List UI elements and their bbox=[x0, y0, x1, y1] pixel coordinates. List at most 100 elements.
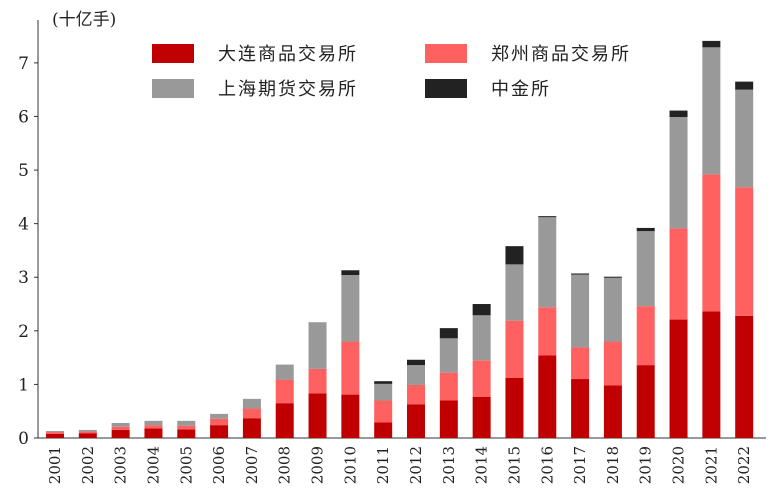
bar-segment-2014-s1 bbox=[472, 360, 491, 397]
bar-segment-2020-s1 bbox=[669, 228, 688, 320]
bar-segment-2021-s2 bbox=[702, 47, 721, 175]
bar-segment-2003-s1 bbox=[111, 426, 130, 430]
bar-segment-2016-s0 bbox=[538, 355, 557, 438]
bar-segment-2017-s1 bbox=[571, 347, 590, 380]
bar-segment-2012-s2 bbox=[407, 365, 425, 385]
y-tick-label: 7 bbox=[18, 54, 29, 74]
bar-segment-2002-s2 bbox=[78, 429, 97, 432]
legend-swatch-3 bbox=[425, 79, 467, 98]
bar-segment-2007-s0 bbox=[242, 418, 261, 438]
legend-label-0: 大连商品交易所 bbox=[218, 44, 358, 65]
bar-segment-2010-s1 bbox=[341, 341, 360, 395]
bar-segment-2011-s0 bbox=[374, 422, 393, 438]
bar-segment-2008-s1 bbox=[275, 379, 294, 404]
bar-segment-2022-s1 bbox=[735, 187, 754, 316]
bar-segment-2021-s1 bbox=[702, 174, 721, 312]
x-tick-label-2008: 2008 bbox=[276, 446, 294, 484]
bar-segment-2005-s1 bbox=[177, 425, 196, 430]
bar-segment-2012-s1 bbox=[407, 384, 425, 405]
bar-segment-2022-s3 bbox=[735, 81, 754, 90]
bar-segment-2020-s2 bbox=[669, 116, 688, 229]
x-tick-label-2004: 2004 bbox=[144, 446, 162, 484]
bar-segment-2021-s3 bbox=[702, 40, 721, 48]
bar-segment-2010-s3 bbox=[341, 270, 360, 276]
bar-segment-2011-s1 bbox=[374, 400, 393, 423]
bar-segment-2001-s1 bbox=[46, 432, 64, 434]
bars bbox=[46, 40, 754, 438]
bar-segment-2022-s0 bbox=[735, 315, 754, 438]
y-tick-label: 1 bbox=[18, 375, 29, 395]
bar-segment-2009-s2 bbox=[308, 322, 327, 369]
bar-segment-2014-s3 bbox=[472, 304, 491, 316]
x-tick-label-2015: 2015 bbox=[505, 446, 523, 484]
bar-segment-2001-s2 bbox=[46, 431, 64, 433]
bar-segment-2006-s1 bbox=[210, 418, 229, 426]
x-tick-label-2006: 2006 bbox=[210, 446, 228, 484]
bar-segment-2008-s2 bbox=[275, 364, 294, 380]
bar-segment-2006-s2 bbox=[210, 413, 229, 419]
y-tick-label: 5 bbox=[18, 161, 29, 181]
bar-segment-2018-s2 bbox=[603, 277, 622, 342]
legend-swatch-1 bbox=[425, 44, 467, 63]
bar-segment-2016-s3 bbox=[538, 216, 557, 218]
bar-segment-2007-s1 bbox=[242, 408, 261, 419]
x-tick-label-2013: 2013 bbox=[440, 446, 458, 484]
bar-segment-2019-s3 bbox=[636, 227, 655, 232]
bar-segment-2005-s0 bbox=[177, 429, 196, 438]
bar-segment-2016-s2 bbox=[538, 217, 557, 308]
legend-label-3: 中金所 bbox=[491, 79, 551, 100]
bar-segment-2018-s0 bbox=[603, 385, 622, 438]
bar-segment-2004-s2 bbox=[144, 420, 163, 426]
bar-segment-2002-s0 bbox=[78, 433, 97, 438]
bar-segment-2013-s0 bbox=[439, 400, 458, 438]
bar-segment-2001-s0 bbox=[46, 433, 64, 438]
bar-segment-2013-s3 bbox=[439, 328, 458, 339]
x-tick-label-2005: 2005 bbox=[177, 446, 195, 484]
bar-segment-2018-s3 bbox=[603, 276, 622, 278]
bar-segment-2017-s0 bbox=[571, 379, 590, 438]
bar-segment-2016-s1 bbox=[538, 307, 557, 356]
bar-segment-2022-s2 bbox=[735, 89, 754, 188]
legend-swatch-0 bbox=[152, 44, 194, 63]
y-tick-label: 3 bbox=[18, 268, 29, 288]
x-tick-label-2021: 2021 bbox=[702, 446, 720, 484]
bar-segment-2005-s2 bbox=[177, 420, 196, 426]
bar-segment-2010-s2 bbox=[341, 275, 360, 342]
x-tick-label-2016: 2016 bbox=[538, 446, 556, 484]
bar-segment-2004-s1 bbox=[144, 425, 163, 429]
unit-label: (十亿手) bbox=[52, 10, 116, 30]
bar-segment-2006-s0 bbox=[210, 425, 229, 438]
y-tick-label: 4 bbox=[18, 215, 29, 235]
x-tick-label-2012: 2012 bbox=[407, 446, 425, 484]
x-tick-label-2011: 2011 bbox=[374, 446, 392, 484]
bar-segment-2014-s0 bbox=[472, 396, 491, 438]
bar-segment-2015-s1 bbox=[505, 320, 524, 378]
x-tick-label-2003: 2003 bbox=[112, 446, 130, 484]
bar-segment-2019-s1 bbox=[636, 306, 655, 366]
legend-label-1: 郑州商品交易所 bbox=[491, 44, 631, 65]
x-tick-label-2022: 2022 bbox=[735, 446, 753, 484]
y-tick-label: 6 bbox=[18, 107, 29, 127]
bar-segment-2009-s0 bbox=[308, 393, 327, 438]
bar-segment-2011-s2 bbox=[374, 383, 393, 401]
bar-segment-2011-s3 bbox=[374, 381, 393, 384]
bar-segment-2019-s2 bbox=[636, 231, 655, 307]
x-tick-label-2010: 2010 bbox=[341, 446, 359, 484]
bar-segment-2012-s3 bbox=[407, 359, 425, 366]
bar-segment-2015-s3 bbox=[505, 246, 524, 265]
bar-segment-2019-s0 bbox=[636, 365, 655, 438]
bar-segment-2017-s2 bbox=[571, 274, 590, 348]
bar-segment-2020-s0 bbox=[669, 319, 688, 438]
bar-segment-2002-s1 bbox=[78, 431, 97, 434]
bar-segment-2003-s2 bbox=[111, 422, 130, 427]
x-tick-label-2019: 2019 bbox=[637, 446, 655, 484]
bar-segment-2017-s3 bbox=[571, 273, 590, 275]
legend-swatch-2 bbox=[152, 79, 194, 98]
bar-segment-2012-s0 bbox=[407, 404, 425, 438]
bar-segment-2013-s1 bbox=[439, 372, 458, 401]
x-tick-label-2002: 2002 bbox=[79, 446, 97, 484]
bar-segment-2018-s1 bbox=[603, 341, 622, 386]
bar-segment-2004-s0 bbox=[144, 428, 163, 438]
y-tick-label: 0 bbox=[18, 429, 29, 449]
